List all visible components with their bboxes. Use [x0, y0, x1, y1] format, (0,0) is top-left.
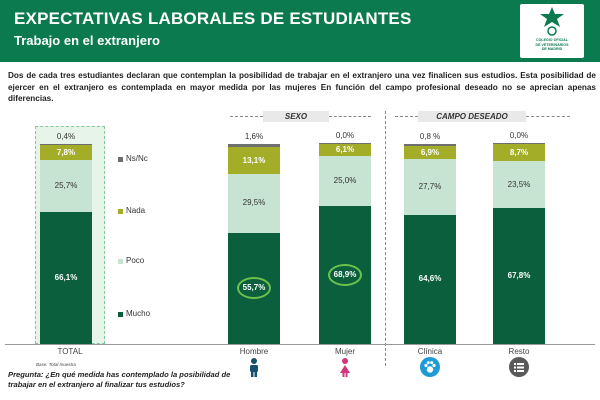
base-note: Base: Total muestra	[36, 362, 76, 367]
bar-label-poco-clinica: 27,7%	[418, 182, 442, 192]
category-label-mujer: Mujer	[334, 347, 355, 356]
section-label-sexo: SEXO	[263, 111, 329, 122]
category-label-hombre: Hombre	[239, 347, 269, 356]
page-subtitle: Trabajo en el extranjero	[14, 33, 160, 48]
woman-icon	[335, 357, 355, 377]
legend-label-poco: Poco	[126, 256, 145, 265]
highlight-circle-hombre	[237, 277, 271, 300]
college-logo: COLEGIO OFICIAL DE VETERINARIOS DE MADRI…	[520, 4, 584, 58]
bar-label-nada-total: 7,8%	[56, 147, 76, 157]
bar-label-poco-hombre: 29,5%	[242, 198, 266, 208]
crest-icon	[540, 7, 564, 36]
bar-segment-nada-hombre	[228, 147, 280, 174]
survey-question: Pregunta: ¿En qué medida has contemplado…	[8, 370, 231, 389]
bar-label-nsnc-hombre: 1,6%	[244, 132, 264, 142]
bar-segment-nada-total	[40, 144, 92, 161]
bar-label-poco-resto: 23,5%	[507, 179, 531, 189]
category-label-total: TOTAL	[57, 347, 83, 356]
bar-segment-nada-clinica	[404, 145, 456, 160]
bar-segment-mucho-resto	[493, 208, 545, 344]
bar-segment-nsnc-hombre	[228, 144, 280, 148]
bar-segment-poco-total	[40, 160, 92, 212]
bar-segment-nsnc-resto	[493, 142, 545, 144]
bar-segment-mucho-total	[40, 211, 92, 344]
bar-segment-nsnc-mujer	[319, 142, 371, 144]
section-line-sexo-left	[230, 116, 263, 117]
section-line-campo-left	[395, 116, 418, 117]
bar-label-nsnc-clinica: 0,8 %	[419, 132, 441, 141]
bar-segment-nada-resto	[493, 144, 545, 162]
bar-label-nsnc-resto: 0,0%	[509, 130, 529, 140]
bar-segment-nsnc-clinica	[404, 144, 456, 146]
bar-label-nsnc-mujer: 0,0%	[335, 130, 355, 140]
bar-label-mucho-resto: 67,8%	[507, 271, 531, 281]
bar-label-nada-hombre: 13,1%	[242, 155, 266, 165]
bar-segment-poco-clinica	[404, 159, 456, 215]
legend-swatch-poco	[118, 259, 123, 264]
bar-segment-mucho-clinica	[404, 214, 456, 344]
bar-label-nsnc-total: 0,4%	[56, 131, 76, 141]
man-icon	[244, 357, 264, 377]
legend-swatch-mucho	[118, 312, 123, 317]
bar-segment-nada-mujer	[319, 144, 371, 157]
bar-segment-poco-resto	[493, 161, 545, 209]
logo-text: COLEGIO OFICIAL DE VETERINARIOS DE MADRI…	[535, 38, 569, 52]
bar-label-poco-total: 25,7%	[54, 181, 78, 191]
section-line-sexo-right	[329, 116, 371, 117]
legend-swatch-nada	[118, 209, 123, 214]
intro-paragraph: Dos de cada tres estudiantes declaran qu…	[8, 71, 596, 103]
paw-icon	[420, 357, 440, 377]
legend-label-nada: Nada	[126, 206, 146, 215]
bar-segment-poco-hombre	[228, 173, 280, 233]
bar-label-mucho-clinica: 64,6%	[418, 274, 442, 284]
legend-label-mucho: Mucho	[126, 309, 151, 318]
bar-label-mucho-total: 66,1%	[54, 272, 78, 282]
category-label-resto: Resto	[508, 347, 530, 356]
bar-label-nada-resto: 8,7%	[509, 147, 529, 157]
chart-baseline	[5, 344, 595, 345]
bar-label-nada-clinica: 6,9%	[420, 147, 440, 157]
bar-segment-poco-mujer	[319, 156, 371, 207]
page-title: EXPECTATIVAS LABORALES DE ESTUDIANTES	[14, 9, 412, 28]
highlight-circle-mujer	[328, 264, 362, 287]
section-label-campo: CAMPO DESEADO	[418, 111, 526, 122]
header-banner: EXPECTATIVAS LABORALES DE ESTUDIANTES Tr…	[0, 0, 600, 62]
legend-label-nsnc: Ns/Nc	[126, 154, 148, 163]
section-line-campo-right	[526, 116, 570, 117]
bar-segment-nsnc-total	[40, 143, 92, 145]
bar-label-nada-mujer: 6,1%	[335, 145, 355, 155]
category-label-clinica: Clínica	[417, 347, 443, 356]
list-icon	[509, 357, 529, 377]
section-divider	[385, 111, 386, 366]
bar-label-poco-mujer: 25,0%	[333, 176, 357, 186]
legend-swatch-nsnc	[118, 157, 123, 162]
